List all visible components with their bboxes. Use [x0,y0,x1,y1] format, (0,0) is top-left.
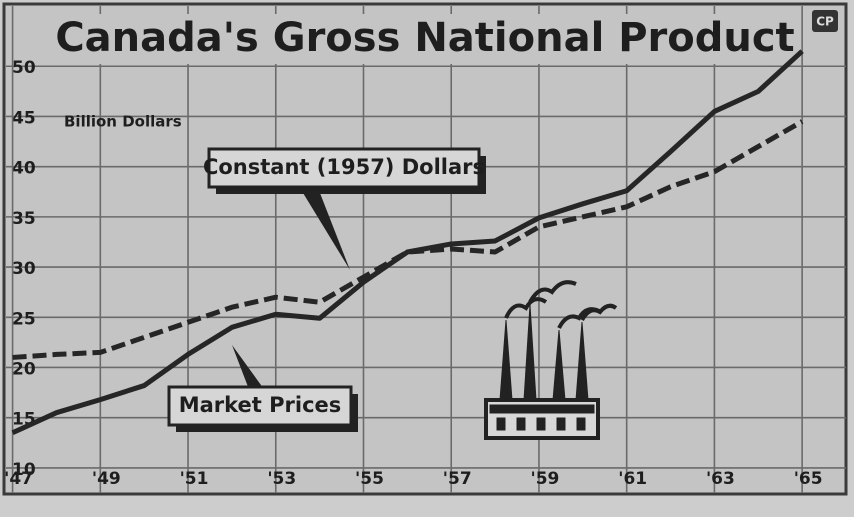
x-tick-label: '63 [706,469,735,489]
y-tick-label: 25 [12,309,36,329]
y-tick-label: 35 [12,209,36,229]
x-tick-label: '47 [4,469,33,489]
y-tick-label: 50 [12,58,36,78]
y-tick-label: 45 [12,108,36,128]
chart-title: Canada's Gross National Product [55,15,794,61]
y-tick-label: 20 [12,359,36,379]
x-tick-label: '57 [443,469,472,489]
logo: CP [816,15,834,29]
y-tick-label: 30 [12,259,36,279]
x-tick-label: '51 [180,469,209,489]
x-tick-label: '59 [531,469,560,489]
x-tick-label: '53 [267,469,296,489]
x-tick-label: '55 [355,469,384,489]
x-tick-label: '49 [92,469,121,489]
x-tick-label: '65 [794,469,823,489]
series-label: Market Prices [179,393,342,417]
chart: 101520253035404550'47'49'51'53'55'57'59'… [0,0,854,517]
series-label: Constant (1957) Dollars [203,155,485,179]
x-tick-label: '61 [618,469,647,489]
y-axis-label: Billion Dollars [64,113,182,131]
y-tick-label: 40 [12,159,36,179]
